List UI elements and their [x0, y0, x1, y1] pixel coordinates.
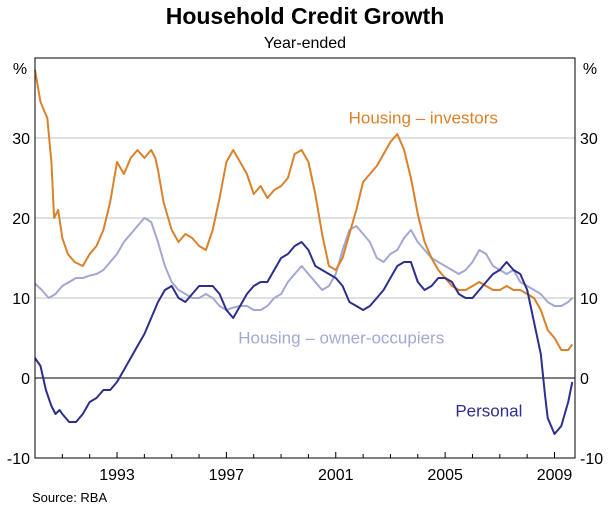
- series-line-housing-investors: [34, 69, 574, 351]
- y-tick-label-right: 30: [580, 131, 598, 148]
- series-line-housing-owner: [34, 217, 573, 311]
- chart-subtitle: Year-ended: [264, 35, 346, 52]
- y-tick-label-left: 0: [21, 371, 30, 388]
- x-tick-label: 1993: [99, 467, 135, 484]
- y-tick-label-left: 20: [12, 211, 30, 228]
- x-tick-label: 1997: [209, 467, 245, 484]
- y-tick-label-right: -10: [580, 451, 603, 468]
- series-label-personal: Personal: [455, 401, 522, 420]
- x-tick-label: 2009: [537, 467, 573, 484]
- y-tick-label-left: 30: [12, 131, 30, 148]
- y-tick-label-right: 20: [580, 211, 598, 228]
- series-label-housing-owner: Housing – owner-occupiers: [238, 329, 444, 348]
- x-tick-label: 2001: [318, 467, 354, 484]
- series-lines: [34, 69, 574, 435]
- axis-ticks: -10 -10 0 0 10 10 20 20 30 30 1993 1997 2001 2005 2009: [7, 131, 603, 484]
- source-note: Source: RBA: [32, 490, 107, 505]
- series-line-personal: [34, 241, 574, 435]
- plot-frame: [34, 57, 576, 459]
- y-tick-label-left: -10: [7, 451, 30, 468]
- series-annotations: Housing – investors Housing – owner-occup…: [238, 109, 522, 421]
- series-label-housing-investors: Housing – investors: [349, 109, 498, 128]
- gridlines: [35, 137, 575, 379]
- chart-title: Household Credit Growth: [166, 3, 445, 29]
- y-tick-label-left: 10: [12, 291, 30, 308]
- x-tick-label: 2005: [427, 467, 463, 484]
- y-axis-unit-left: %: [13, 61, 27, 78]
- y-axis-unit-right: %: [583, 61, 597, 78]
- y-tick-label-right: 10: [580, 291, 598, 308]
- y-tick-label-right: 0: [580, 371, 589, 388]
